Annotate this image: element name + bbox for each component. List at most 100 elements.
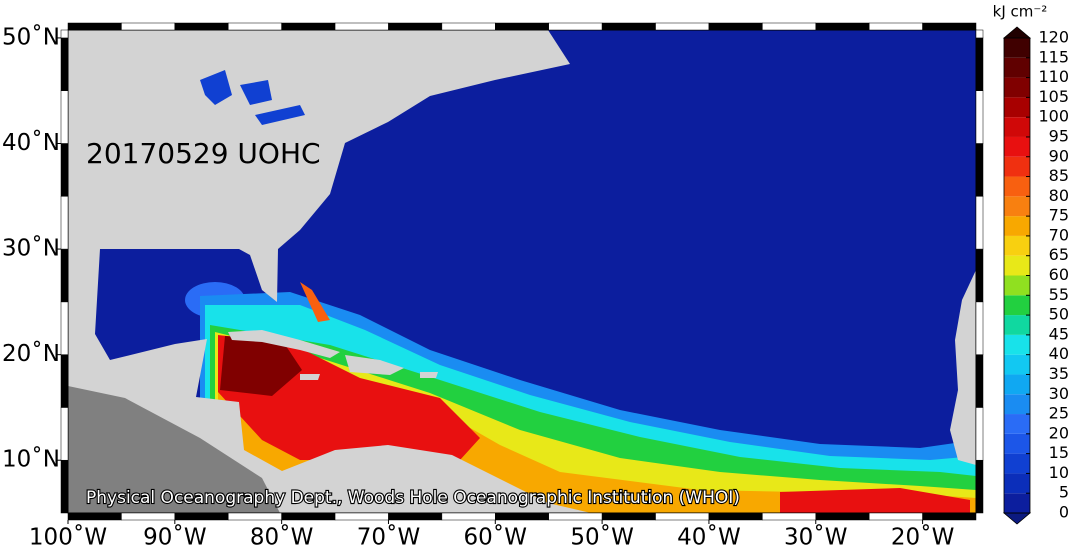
colorbar-bin: [1004, 315, 1030, 335]
colorbar-bin: [1004, 156, 1030, 177]
frame-segment: [548, 22, 603, 31]
frame-segment: [227, 22, 282, 31]
frame-segment: [60, 29, 69, 39]
colorbar-bin: [1004, 97, 1030, 118]
frame-segment: [60, 37, 69, 91]
lon-tick-label: 70˚W: [357, 524, 421, 550]
frame-segment: [922, 22, 977, 31]
colorbar-bin: [1004, 453, 1030, 474]
masked-pacific: [68, 386, 280, 513]
frame-segment: [975, 248, 984, 303]
colorbar-tick-label: 15: [1049, 443, 1069, 462]
frame-segment: [281, 512, 336, 521]
colorbar-tick-label: 120: [1038, 28, 1069, 47]
frame-segment: [975, 407, 984, 461]
frame-segment: [868, 22, 923, 31]
frame-segment: [975, 301, 984, 355]
colorbar-bin: [1004, 473, 1030, 494]
lat-tick-label: 20˚N: [2, 340, 60, 367]
frame-segment: [495, 22, 549, 31]
lat-tick-label: 40˚N: [2, 129, 60, 156]
colorbar-unit: kJ cm⁻²: [993, 3, 1048, 21]
frame-segment: [60, 354, 69, 408]
frame-segment: [60, 248, 69, 303]
frame-segment: [975, 29, 984, 39]
frame-segment: [60, 196, 69, 250]
lon-tick-label: 50˚W: [570, 524, 634, 550]
colorbar-tick-label: 0: [1059, 503, 1069, 522]
colorbar-bin: [1004, 176, 1030, 197]
frame-segment: [548, 512, 603, 521]
frame-segment: [708, 22, 763, 31]
colorbar-tick-label: 30: [1049, 384, 1069, 403]
frame-segment: [60, 301, 69, 355]
frame-segment: [975, 90, 984, 144]
frame-segment: [495, 512, 549, 521]
frame-segment: [441, 512, 496, 521]
colorbar-bin: [1004, 295, 1030, 316]
colorbar-tick-label: 70: [1049, 225, 1069, 244]
colorbar-tick-label: 110: [1038, 67, 1069, 86]
lon-tick-label: 100˚W: [29, 524, 107, 550]
colorbar-bin: [1004, 117, 1030, 137]
frame-segment: [922, 512, 977, 521]
colorbar-tick-label: 75: [1049, 206, 1069, 225]
colorbar-tick-label: 65: [1049, 245, 1069, 264]
frame-segment: [174, 22, 229, 31]
frame-segment: [60, 407, 69, 461]
frame-segment: [281, 22, 336, 31]
lon-tick-label: 20˚W: [891, 524, 955, 550]
frame-segment: [388, 512, 443, 521]
heat-patch: [780, 488, 970, 513]
land: [950, 270, 976, 465]
colorbar-under: [1002, 512, 1032, 525]
colorbar-bin: [1004, 394, 1030, 415]
lat-tick-label: 50˚N: [2, 23, 60, 50]
colorbar-tick-label: 40: [1049, 344, 1069, 363]
frame-segment: [60, 459, 69, 514]
colorbar-tick-label: 100: [1038, 107, 1069, 126]
lon-tick-label: 90˚W: [143, 524, 207, 550]
colorbar-bin: [1004, 275, 1030, 296]
land: [345, 355, 404, 375]
colorbar-bin: [1004, 334, 1030, 355]
colorbar-bin: [1004, 414, 1030, 434]
colorbar-tick-label: 60: [1049, 265, 1069, 284]
lake: [255, 105, 305, 125]
frame-segment: [174, 512, 229, 521]
frame-segment: [601, 512, 656, 521]
frame-segment: [121, 512, 176, 521]
frame-segment: [975, 196, 984, 250]
lon-tick-label: 30˚W: [784, 524, 848, 550]
land: [68, 30, 591, 513]
frame-segment: [227, 512, 282, 521]
colorbar-tick-label: 20: [1049, 423, 1069, 442]
frame-segment: [655, 22, 710, 31]
frame-segment: [67, 512, 122, 521]
lake: [200, 70, 232, 105]
frame-segment: [60, 90, 69, 144]
colorbar-tick-label: 85: [1049, 166, 1069, 185]
land: [228, 330, 340, 358]
colorbar-bin: [1004, 235, 1030, 256]
heat-patch: [220, 336, 302, 396]
colorbar-bin: [1004, 216, 1030, 236]
colorbar-tick-label: 25: [1049, 404, 1069, 423]
colorbar-bin: [1004, 196, 1030, 217]
colorbar-tick-label: 115: [1038, 47, 1069, 66]
frame-segment: [60, 143, 69, 197]
land: [420, 372, 438, 378]
frame-segment: [975, 37, 984, 91]
colorbar-bin: [1004, 77, 1030, 98]
land: [300, 374, 320, 380]
colorbar-tick-label: 55: [1049, 285, 1069, 304]
frame-segment: [708, 512, 763, 521]
colorbar-tick-label: 50: [1049, 305, 1069, 324]
map-body: [68, 30, 976, 513]
colorbar-tick-label: 90: [1049, 146, 1069, 165]
frame-segment: [388, 22, 443, 31]
colorbar-bin: [1004, 255, 1030, 276]
colorbar-over: [1002, 26, 1032, 39]
frame-segment: [121, 22, 176, 31]
